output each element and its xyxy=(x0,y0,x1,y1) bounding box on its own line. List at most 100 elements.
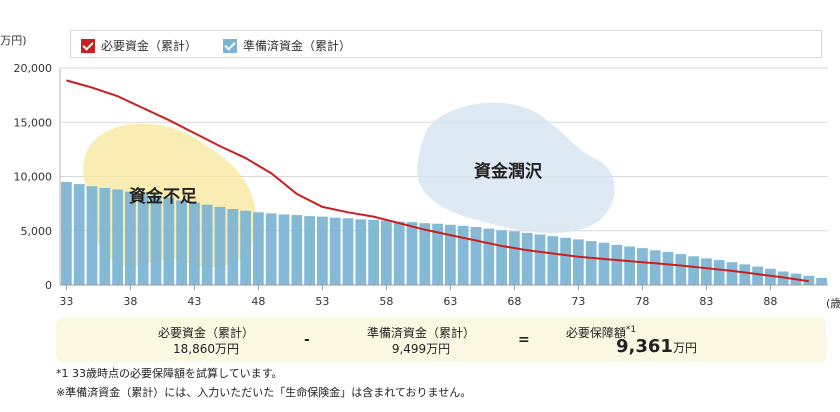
bar[interactable] xyxy=(496,230,507,285)
bar[interactable] xyxy=(240,210,251,285)
bar[interactable] xyxy=(393,221,405,285)
bar[interactable] xyxy=(304,216,315,285)
bar[interactable] xyxy=(227,209,239,285)
bar[interactable] xyxy=(265,213,277,285)
bar[interactable] xyxy=(253,212,264,285)
x-tick-label: 48 xyxy=(251,295,265,308)
x-tick-label: 53 xyxy=(315,295,329,308)
bar[interactable] xyxy=(637,248,648,285)
checkbox-checked-icon[interactable] xyxy=(81,38,95,53)
bar[interactable] xyxy=(73,184,85,285)
summary-result-value: 9,361万円 xyxy=(616,336,736,357)
bar[interactable] xyxy=(368,219,379,285)
bar[interactable] xyxy=(560,237,571,285)
line-series xyxy=(66,79,809,283)
bar[interactable] xyxy=(406,222,418,285)
bar[interactable] xyxy=(445,224,456,285)
summary-panel: 必要資金（累計） 18,860万円 - 準備済資金（累計） 9,499万円 = … xyxy=(56,318,826,362)
bar[interactable] xyxy=(176,200,187,285)
footnotes: *1 33歳時点の必要保障額を試算しています。 ※準備済資金（累計）には、入力い… xyxy=(56,364,471,402)
bar[interactable] xyxy=(701,258,712,285)
checkbox-checked-icon[interactable] xyxy=(223,38,237,53)
bar[interactable] xyxy=(752,266,763,285)
result-number: 9,361 xyxy=(616,336,673,357)
surplus-blob xyxy=(417,102,615,234)
bar[interactable] xyxy=(573,239,584,285)
y-axis-unit: (万円) xyxy=(0,34,27,47)
x-tick-label: 43 xyxy=(187,295,201,308)
bar[interactable] xyxy=(470,226,482,285)
bar[interactable] xyxy=(201,204,213,285)
bar[interactable] xyxy=(662,251,674,285)
bar[interactable] xyxy=(816,277,827,285)
bar[interactable] xyxy=(624,246,635,285)
bar[interactable] xyxy=(521,232,533,285)
y-tick-label: 10,000 xyxy=(14,171,53,184)
legend-label-prepared: 準備済資金（累計） xyxy=(243,39,352,53)
bar[interactable] xyxy=(125,191,136,285)
x-tick-label: 63 xyxy=(443,295,457,308)
equals-sign: = xyxy=(518,332,530,348)
bar[interactable] xyxy=(214,206,226,285)
summary-required-value: 18,860万円 xyxy=(173,342,239,356)
x-axis-unit: (歳) xyxy=(826,297,840,310)
bar[interactable] xyxy=(99,187,111,285)
y-tick-label: 0 xyxy=(45,279,52,292)
chart-canvas: 0 5,000 10,000 15,000 20,000 33 38 43 48 53 58 63 6… xyxy=(14,62,828,308)
bar[interactable] xyxy=(329,217,341,285)
x-axis-ticks: 33 38 43 48 53 58 63 68 73 78 83 88 xyxy=(59,284,828,308)
required-funds-line[interactable] xyxy=(66,79,809,283)
bar[interactable] xyxy=(432,223,443,285)
surplus-annotation: 資金潤沢 xyxy=(474,161,543,182)
bar[interactable] xyxy=(278,214,290,285)
summary-required-label: 必要資金（累計） xyxy=(157,326,254,340)
bar[interactable] xyxy=(688,256,699,285)
bar[interactable] xyxy=(163,197,175,285)
bar-series xyxy=(61,181,827,285)
bar[interactable] xyxy=(457,225,469,285)
bar[interactable] xyxy=(381,220,392,285)
result-label-text: 必要保障額 xyxy=(565,326,626,340)
bar[interactable] xyxy=(713,260,725,285)
result-footnote-mark: *1 xyxy=(625,325,637,335)
bar[interactable] xyxy=(291,215,303,285)
bar[interactable] xyxy=(419,223,431,285)
bar[interactable] xyxy=(342,218,354,285)
bar[interactable] xyxy=(726,262,738,285)
bar[interactable] xyxy=(649,250,661,285)
bar[interactable] xyxy=(86,186,98,285)
y-tick-label: 5,000 xyxy=(21,225,53,238)
bar[interactable] xyxy=(739,264,751,285)
bar[interactable] xyxy=(765,268,776,285)
x-tick-label: 78 xyxy=(635,295,649,308)
bar[interactable] xyxy=(483,228,495,285)
footnote-2: ※準備済資金（累計）には、入力いただいた「生命保険金」は含まれておりません。 xyxy=(56,386,472,399)
bar[interactable] xyxy=(112,189,123,285)
x-tick-label: 38 xyxy=(123,295,137,308)
bar[interactable] xyxy=(137,193,149,285)
bar[interactable] xyxy=(675,254,687,285)
bar[interactable] xyxy=(150,195,162,285)
bar[interactable] xyxy=(547,236,559,285)
bar[interactable] xyxy=(585,241,597,285)
legend: 必要資金（累計） 準備済資金（累計） xyxy=(70,30,822,58)
bar[interactable] xyxy=(509,231,520,285)
x-tick-label: 73 xyxy=(571,295,585,308)
legend-label-required: 必要資金（累計） xyxy=(101,39,198,53)
footnote-1: *1 33歳時点の必要保障額を試算しています。 xyxy=(56,367,283,380)
y-tick-label: 15,000 xyxy=(14,116,53,129)
bar[interactable] xyxy=(317,216,328,285)
shortfall-annotation: 資金不足 xyxy=(129,186,197,207)
bar[interactable] xyxy=(61,181,72,285)
minus-sign: - xyxy=(304,332,310,348)
legend-item-required[interactable]: 必要資金（累計） xyxy=(81,37,197,54)
bar[interactable] xyxy=(355,219,367,285)
legend-item-prepared[interactable]: 準備済資金（累計） xyxy=(223,37,351,54)
bar[interactable] xyxy=(598,242,610,285)
summary-result-label: 必要保障額*1 xyxy=(546,324,656,341)
bar[interactable] xyxy=(189,202,200,285)
bar[interactable] xyxy=(534,234,546,285)
y-tick-label: 20,000 xyxy=(14,62,53,75)
result-unit: 万円 xyxy=(672,341,697,355)
bar[interactable] xyxy=(611,244,623,285)
